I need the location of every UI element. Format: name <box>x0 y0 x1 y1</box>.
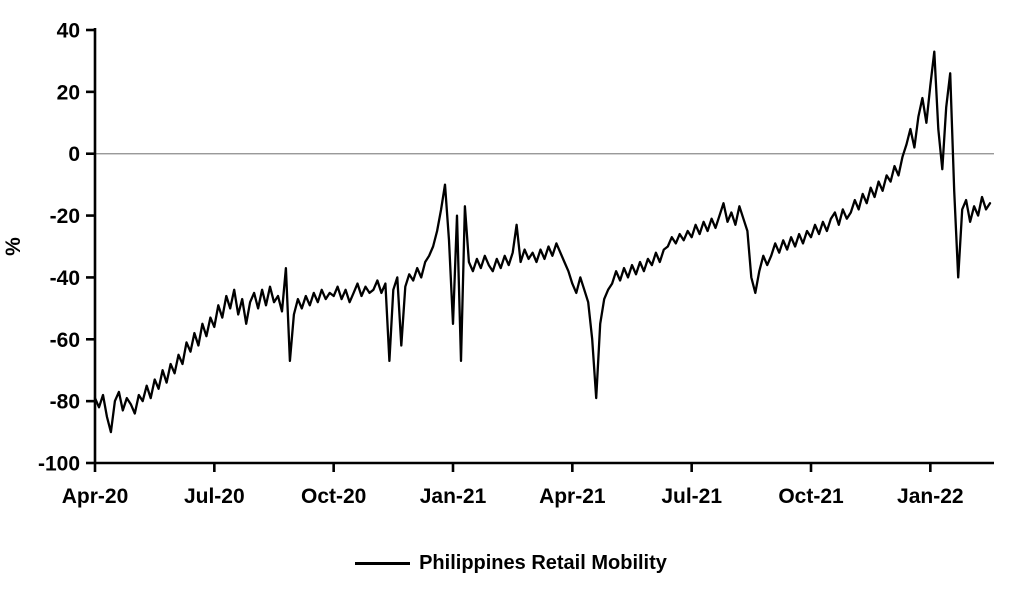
y-axis-tick-label: -60 <box>50 329 80 352</box>
y-axis-tick-label: -100 <box>38 453 80 476</box>
x-axis-tick-label: Jan-21 <box>420 485 487 508</box>
y-axis-tick-label: 40 <box>57 20 80 43</box>
legend: Philippines Retail Mobility <box>0 552 1022 575</box>
y-axis-tick-label: -40 <box>50 267 80 290</box>
chart-svg: 40 20 0 -20 -40 -60 -80 -100 Apr-20 Jul-20 Oct-20 J… <box>2 20 994 508</box>
data-line <box>93 50 992 434</box>
x-axis-tick-label: Jul-20 <box>184 485 245 508</box>
x-axis-tick-label: Apr-21 <box>539 485 606 508</box>
y-axis-tick-label: -20 <box>50 205 80 228</box>
legend-label: Philippines Retail Mobility <box>419 552 667 574</box>
x-axis-tick-label: Oct-21 <box>778 485 844 508</box>
y-axis-tick-label: 0 <box>68 143 80 166</box>
y-axis-title: % <box>2 237 25 256</box>
x-axis-tick-label: Jan-22 <box>897 485 964 508</box>
y-axis-tick-label: 20 <box>57 81 80 104</box>
x-axis-tick-label: Apr-20 <box>62 485 129 508</box>
x-axis-tick-label: Oct-20 <box>301 485 366 508</box>
legend-line-sample <box>355 562 411 565</box>
x-axis-tick-label: Jul-21 <box>661 485 722 508</box>
y-axis-tick-label: -80 <box>50 391 80 414</box>
